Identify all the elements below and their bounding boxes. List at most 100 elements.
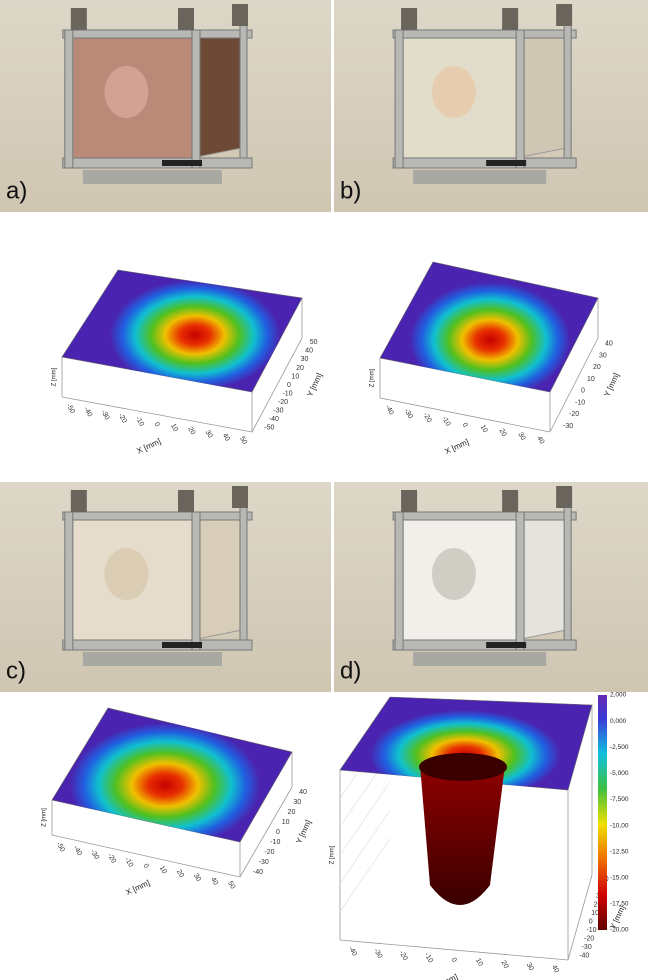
frame-block: [70, 490, 87, 512]
x-tick-label: 0: [153, 421, 161, 428]
frame-bar: [392, 29, 577, 39]
y-tick-label: -10: [282, 390, 292, 397]
frame-bar: [62, 157, 253, 169]
panel-label: d): [340, 657, 361, 684]
x-tick-label: 10: [474, 957, 484, 967]
surface-plot: -40-30-20-10010203040-40-30-20-100102030…: [330, 696, 627, 980]
frame-bar: [563, 23, 572, 159]
colorbar: 2,000 0,000 -2,500 -5,000 -7,500 -10,00 -12,50…: [598, 692, 629, 934]
frame-block: [70, 8, 87, 30]
base: [82, 170, 222, 184]
frame-bar: [392, 157, 577, 169]
panel-label: a): [6, 177, 27, 204]
y-tick-label: 10: [587, 376, 595, 383]
x-tick-label: 0: [450, 957, 458, 964]
frame-block: [556, 4, 573, 26]
base: [82, 652, 222, 666]
crater-rim: [419, 753, 507, 781]
frame-bar: [62, 511, 253, 521]
x-tick-label: -40: [347, 945, 358, 957]
x-axis-label: X [mm]: [135, 437, 162, 456]
photo: c): [0, 482, 331, 692]
colorbar-label: -20,00: [610, 927, 629, 934]
z-axis-label: Z [mm]: [52, 367, 58, 386]
x-tick-label: -10: [440, 415, 451, 427]
frame-bar: [392, 511, 577, 521]
y-tick-label: -20: [569, 411, 579, 418]
colorbar-label: -10,00: [610, 822, 629, 829]
x-tick-label: -30: [402, 408, 413, 420]
colorbar-label: -5,000: [610, 770, 629, 777]
x-tick-label: 10: [158, 865, 168, 875]
y-tick-label: 30: [301, 356, 309, 363]
x-tick-label: -10: [423, 952, 434, 964]
x-tick-label: -20: [397, 950, 408, 962]
y-tick-label: 10: [591, 910, 599, 917]
y-tick-label: -10: [270, 839, 280, 846]
box-edge: [567, 874, 593, 961]
frame-bar: [515, 511, 525, 651]
x-tick-label: 30: [204, 429, 214, 439]
colorbar-label: 0,000: [610, 718, 627, 725]
x-tick-label: 30: [516, 431, 526, 441]
z-axis-label: Z [mm]: [370, 368, 376, 387]
frame-bar: [239, 505, 248, 641]
x-tick-label: 20: [499, 959, 509, 969]
scale-bar: [161, 642, 202, 648]
frame-block: [401, 8, 418, 30]
colorbar-label: -17,50: [610, 901, 629, 908]
x-tick-label: 40: [221, 432, 231, 442]
base: [413, 170, 547, 184]
base: [413, 652, 547, 666]
x-axis-label: X [mm]: [432, 972, 459, 980]
colorbar-label: -2,500: [610, 744, 629, 751]
frame-bar: [191, 511, 201, 651]
frame-block: [177, 490, 194, 512]
x-tick-label: 10: [169, 423, 179, 433]
crater-pit: [420, 765, 505, 905]
x-tick-label: -20: [106, 852, 117, 864]
x-tick-label: 50: [226, 880, 236, 890]
y-tick-label: -30: [563, 423, 573, 430]
box-edge: [51, 834, 241, 878]
y-tick-label: -20: [264, 849, 274, 856]
x-tick-label: 40: [535, 435, 545, 445]
x-tick-label: -30: [372, 947, 383, 959]
frame-bar: [394, 29, 404, 169]
x-tick-label: 0: [142, 863, 150, 870]
x-tick-label: 40: [550, 964, 560, 974]
x-axis-label: X [mm]: [443, 437, 470, 456]
y-tick-label: 50: [310, 339, 318, 346]
box-edge: [549, 337, 599, 433]
colorbar-label: 2,000: [610, 692, 627, 699]
frame-block: [502, 8, 519, 30]
surface-relief: [410, 282, 570, 392]
x-tick-label: 0: [461, 422, 469, 429]
x-axis-label: X [mm]: [124, 878, 151, 897]
y-tick-label: -40: [253, 869, 263, 876]
frame-bar: [239, 23, 248, 159]
y-tick-label: 0: [581, 388, 585, 395]
x-tick-label: 50: [238, 435, 248, 445]
y-axis-label: Y [mm]: [305, 372, 324, 399]
photo: d): [334, 482, 648, 692]
x-tick-label: 20: [497, 428, 507, 438]
impact-crater: [431, 548, 476, 600]
box-edge: [339, 939, 569, 961]
x-tick-label: 20: [186, 426, 196, 436]
box-edge: [379, 397, 551, 433]
y-tick-label: -30: [259, 859, 269, 866]
y-tick-label: -20: [278, 399, 288, 406]
y-tick-label: 30: [599, 352, 607, 359]
frame-bar: [392, 639, 577, 651]
photo: b): [334, 0, 648, 212]
frame-bar: [191, 29, 201, 169]
y-tick-label: 0: [589, 919, 593, 926]
frame-bar: [64, 511, 74, 651]
impact-crater: [431, 66, 476, 118]
surface-relief: [110, 280, 280, 390]
frame-block: [401, 490, 418, 512]
x-tick-label: 30: [192, 873, 202, 883]
x-tick-label: 40: [209, 876, 219, 886]
y-tick-label: 10: [292, 373, 300, 380]
